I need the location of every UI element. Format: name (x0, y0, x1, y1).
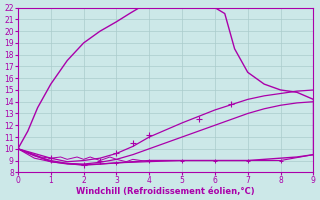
X-axis label: Windchill (Refroidissement éolien,°C): Windchill (Refroidissement éolien,°C) (76, 187, 255, 196)
